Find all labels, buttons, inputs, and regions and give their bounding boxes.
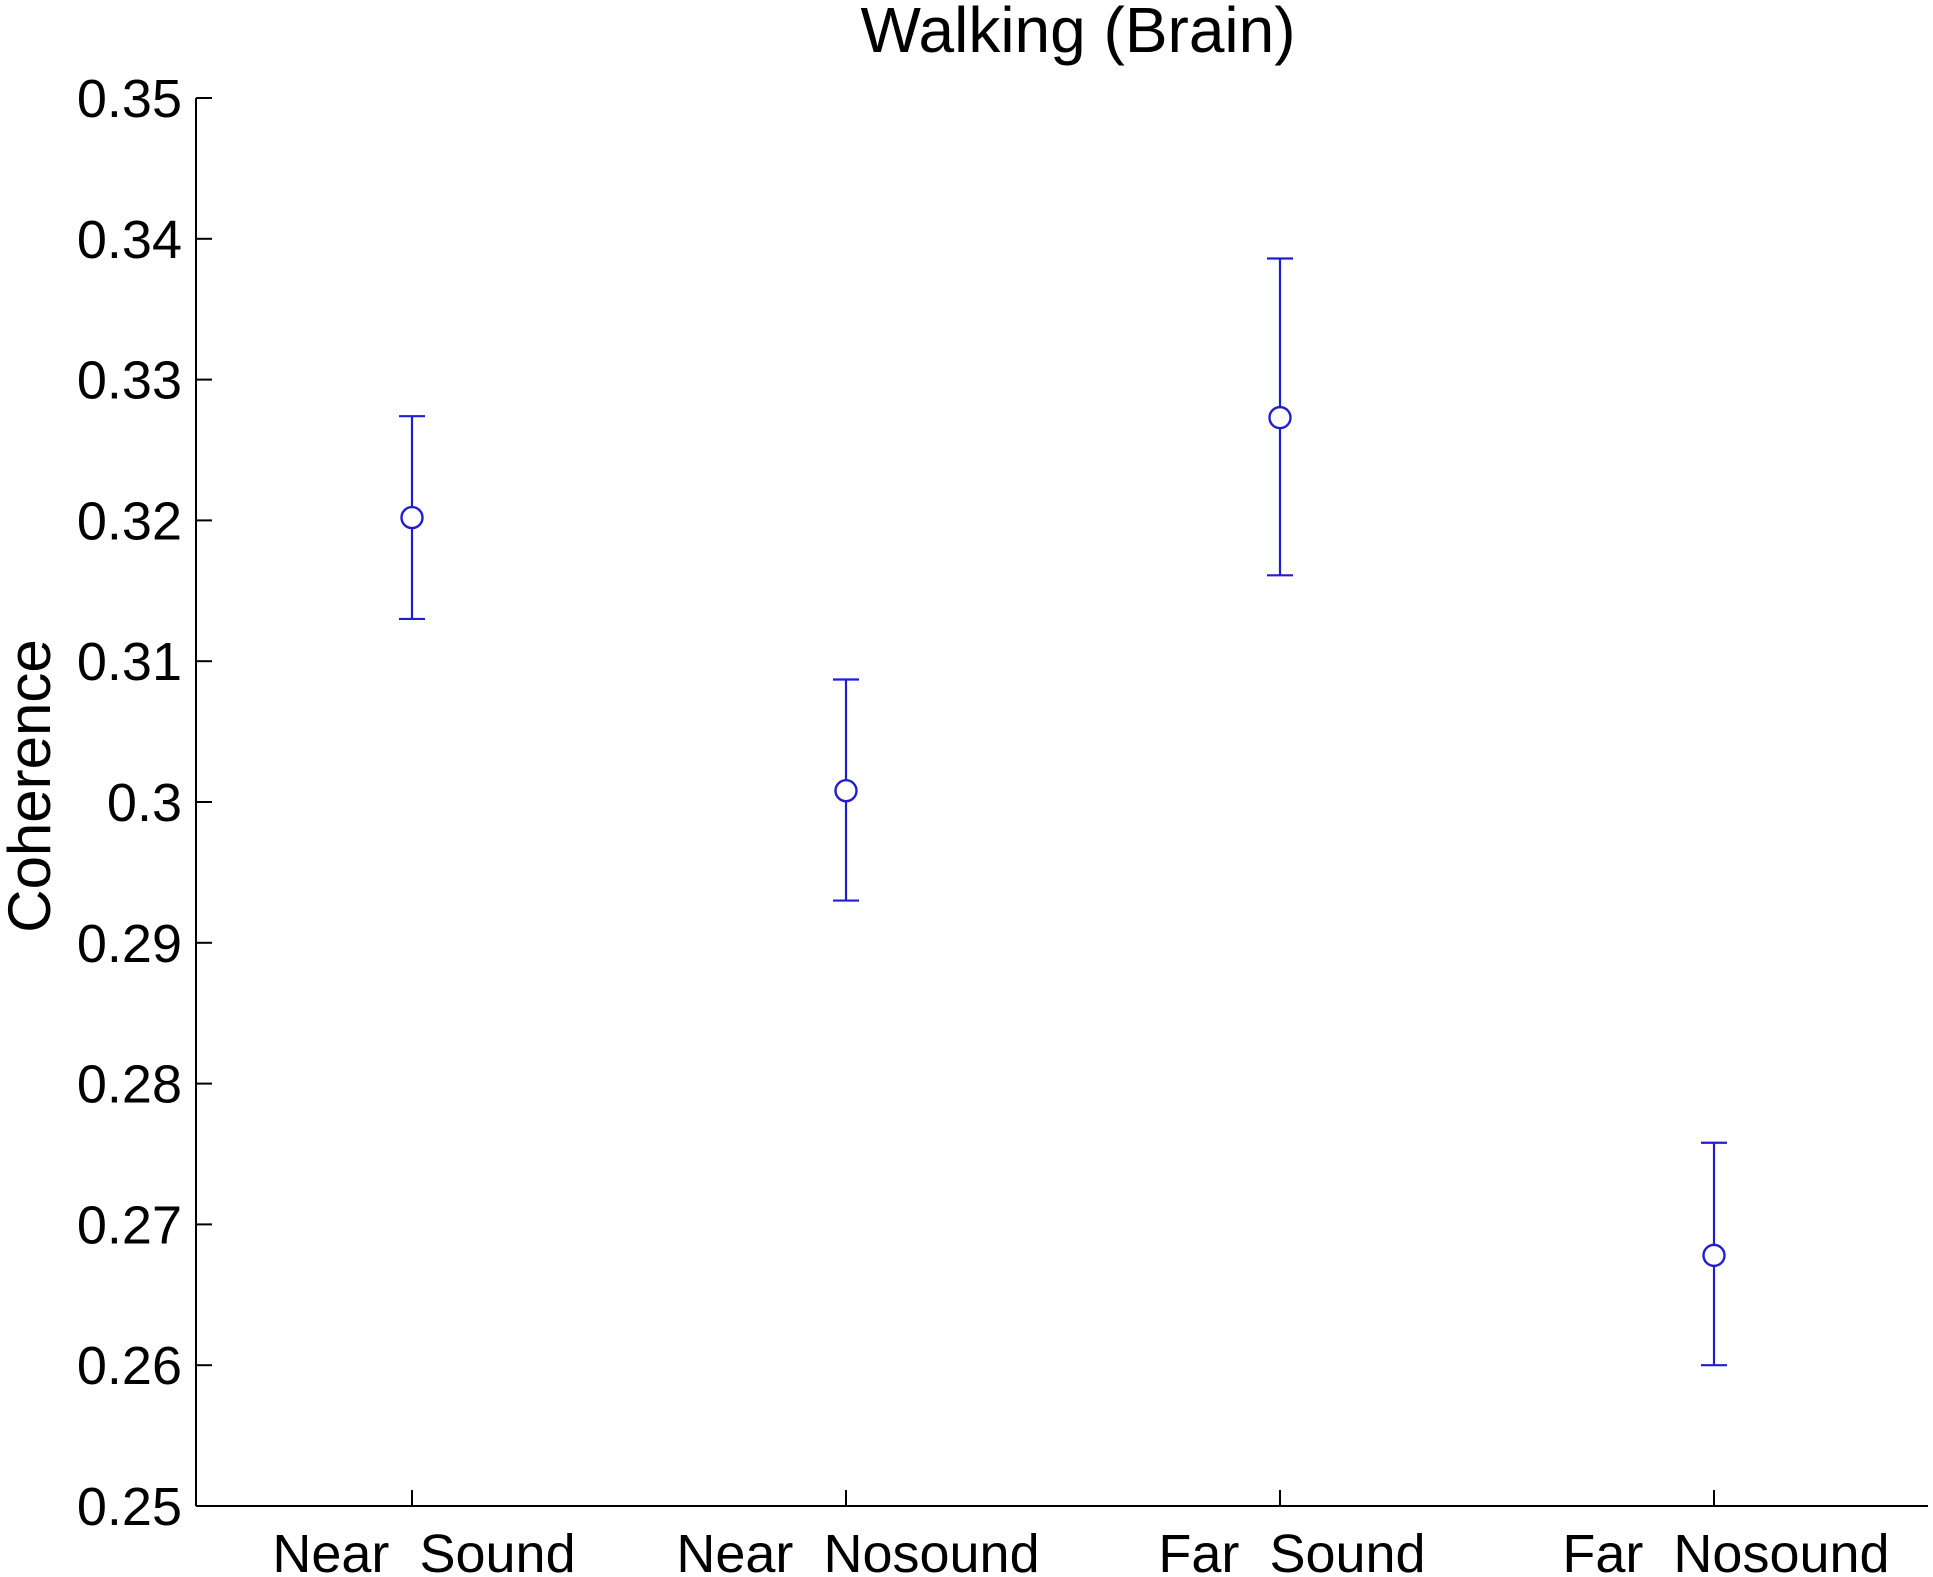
data-point	[1702, 1243, 1726, 1268]
plot-series	[399, 257, 1727, 1367]
y-tick-label: 0.32	[77, 491, 182, 551]
y-tick-label: 0.29	[77, 914, 182, 974]
x-tick-label: Near_Sound	[272, 1524, 575, 1577]
y-axis-label: Coherence	[0, 639, 63, 933]
y-tick-label: 0.3	[107, 773, 182, 833]
y-tick-label: 0.28	[77, 1055, 182, 1115]
data-point	[834, 779, 858, 803]
y-tick-label: 0.26	[77, 1336, 182, 1396]
x-tick-label: Far_Sound	[1158, 1524, 1425, 1577]
axes	[195, 98, 1928, 1507]
x-tick-label: Far_Nosound	[1562, 1524, 1889, 1577]
y-tick-label: 0.25	[77, 1477, 182, 1537]
data-point	[400, 505, 424, 530]
y-ticks: 0.25 0.26 0.27 0.28 0.29 0.3 0.31 0.32 0.33 0.34 0…	[77, 69, 212, 1537]
y-tick-label: 0.31	[77, 632, 182, 692]
y-tick-label: 0.33	[77, 351, 182, 411]
y-tick-label: 0.35	[77, 69, 182, 129]
y-tick-label: 0.34	[77, 210, 182, 270]
x-tick-label: Near_Nosound	[676, 1524, 1039, 1577]
y-tick-label: 0.27	[77, 1195, 182, 1255]
x-ticks: Near_Sound Near_Nosound Far_Sound Far_Nosou…	[272, 1490, 1890, 1577]
data-point	[1268, 405, 1292, 430]
chart-title: Walking (Brain)	[860, 0, 1295, 66]
